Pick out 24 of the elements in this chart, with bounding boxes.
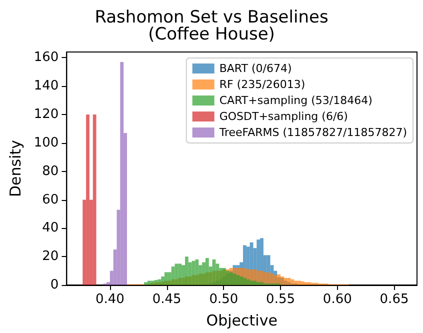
legend-label: TreeFARMS (11857827/11857827) [218, 126, 407, 139]
legend-label: RF (235/26013) [219, 78, 306, 91]
x-tick-label: 0.50 [209, 292, 238, 307]
y-tick-label: 0 [50, 278, 59, 292]
x-tick-label: 0.60 [322, 292, 352, 307]
legend-label: GOSDT+sampling (6/6) [219, 110, 348, 123]
y-tick-label: 20 [42, 249, 59, 264]
legend-label: BART (0/674) [219, 62, 292, 75]
chart-title: Rashomon Set vs Baselines [94, 8, 328, 28]
x-tick-label: 0.40 [95, 292, 124, 307]
x-axis-title: Objective [206, 312, 278, 330]
y-tick-label: 140 [34, 78, 59, 94]
y-tick-label: 60 [42, 192, 59, 208]
y-axis-title: Density [6, 140, 24, 198]
y-tick-label: 120 [34, 107, 59, 122]
x-tick-label: 0.55 [266, 292, 295, 307]
chart-subtitle: (Coffee House) [148, 24, 275, 44]
legend-label: CART+sampling (53/18464) [219, 94, 372, 107]
y-tick-label: 160 [34, 50, 59, 66]
y-tick-label: 40 [42, 220, 59, 236]
y-tick-label: 100 [34, 135, 59, 150]
x-tick-label: 0.65 [380, 292, 409, 307]
x-tick-label: 0.45 [152, 292, 182, 307]
y-tick-label: 80 [42, 164, 59, 179]
